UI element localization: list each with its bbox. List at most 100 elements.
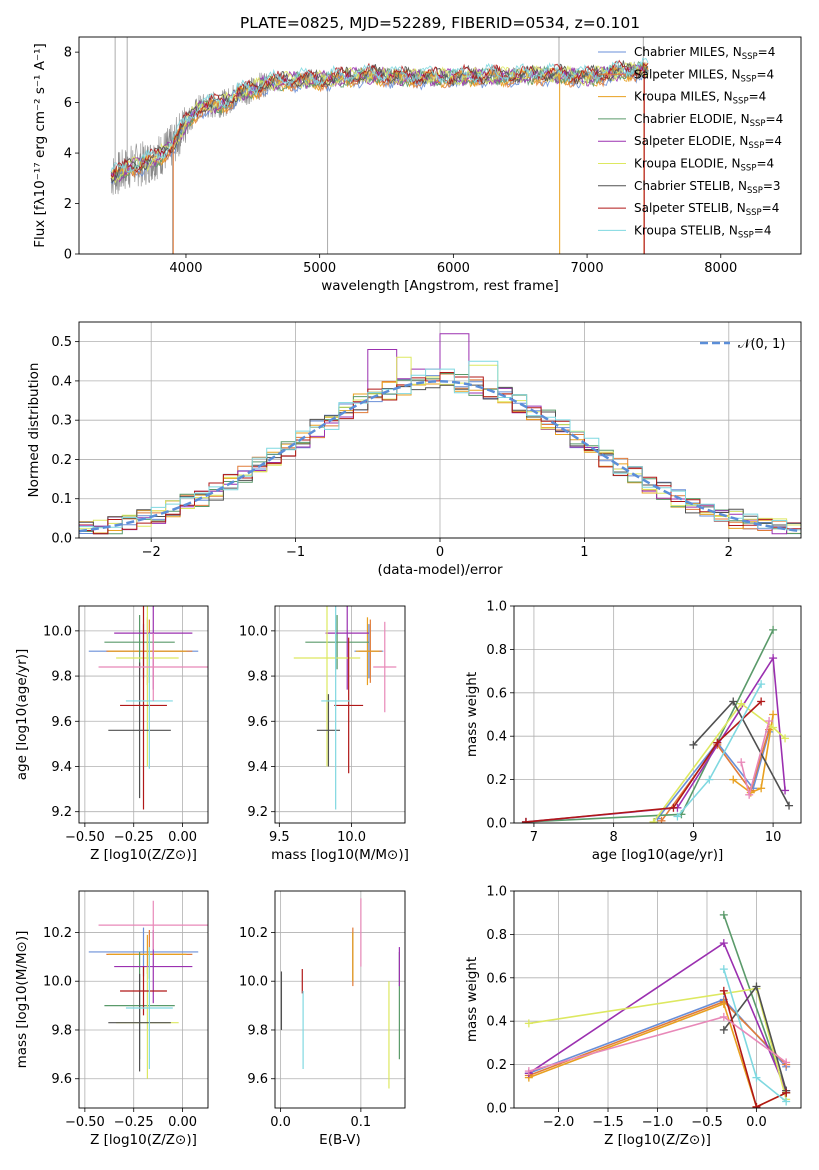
ytick-label: 9.8 bbox=[51, 1023, 72, 1038]
xtick-label: 10 bbox=[765, 830, 782, 845]
plus-marker bbox=[757, 697, 766, 706]
ytick-label: 0.8 bbox=[486, 928, 507, 943]
x-axis-label: Z [log10(Z/Z⊙)] bbox=[90, 847, 197, 863]
xtick-label: 0.0 bbox=[746, 1115, 767, 1130]
legend-label-tail: =4 bbox=[766, 112, 784, 126]
plus-marker bbox=[524, 1019, 533, 1028]
plus-marker bbox=[752, 1073, 761, 1082]
legend-label-tail: =4 bbox=[754, 223, 772, 237]
errorbar-point-kroupa-elodie bbox=[116, 606, 179, 767]
ytick-label: 0.5 bbox=[51, 335, 72, 350]
xtick-label: 10.0 bbox=[337, 830, 366, 845]
plus-marker bbox=[719, 1012, 728, 1021]
ytick-label: 2 bbox=[64, 197, 72, 212]
errorbar-point-salpeter-elodie bbox=[325, 606, 369, 690]
plot-area-mass-vs-EBV bbox=[280, 898, 400, 1089]
legend-label: Salpeter ELODIE, NSSP=4 bbox=[634, 134, 782, 151]
xtick-label: −1.0 bbox=[642, 1115, 674, 1130]
weight-line-kroupa-elodie bbox=[652, 702, 786, 823]
histogram-kroupa-stelib bbox=[79, 360, 801, 531]
plus-marker bbox=[521, 817, 530, 823]
plus-marker bbox=[769, 625, 778, 634]
ytick-label: 1.0 bbox=[486, 885, 507, 900]
ytick-label: 9.6 bbox=[51, 715, 72, 730]
legend-label-main: Chabrier MILES, N bbox=[634, 45, 742, 59]
weight-line-salpeter-stelib bbox=[525, 700, 762, 823]
x-axis-label: mass [log10(M/M⊙)] bbox=[271, 847, 409, 863]
xtick-label: 9.5 bbox=[269, 830, 290, 845]
errorbar-point-extra bbox=[98, 633, 208, 701]
plus-marker bbox=[524, 1067, 533, 1076]
ytick-label: 4 bbox=[64, 147, 72, 162]
legend-label-sub: SSP bbox=[747, 186, 763, 196]
errorbar-point-salpeter-stelib bbox=[334, 637, 364, 774]
ytick-label: 10.2 bbox=[239, 926, 268, 941]
plus-marker bbox=[752, 1102, 761, 1108]
plus-marker bbox=[713, 738, 722, 747]
errorbar-point-extra bbox=[373, 621, 397, 713]
ytick-label: 6 bbox=[64, 96, 72, 111]
plus-marker bbox=[719, 939, 728, 948]
x-axis-label: age [log10(age/yr)] bbox=[592, 847, 724, 863]
plus-marker bbox=[769, 654, 778, 663]
ytick-label: 9.8 bbox=[247, 670, 268, 685]
plus-marker bbox=[745, 790, 754, 799]
ytick-label: 0.6 bbox=[486, 686, 507, 701]
ytick-label: 9.4 bbox=[51, 760, 72, 775]
ytick-label: 0.8 bbox=[486, 643, 507, 658]
errorbar-point-kroupa-stelib bbox=[125, 947, 173, 1069]
legend-label-sub: SSP bbox=[738, 230, 754, 240]
errorbar-point-chabrier-elodie bbox=[104, 615, 175, 670]
ytick-label: 10.2 bbox=[43, 926, 72, 941]
plus-marker bbox=[765, 717, 774, 726]
legend-label: Chabrier MILES, NSSP=4 bbox=[634, 45, 775, 62]
plus-marker bbox=[729, 775, 738, 784]
plus-marker bbox=[737, 699, 746, 708]
y-axis-label: mass weight bbox=[464, 672, 480, 757]
errorbar-point-kroupa-stelib bbox=[125, 633, 173, 769]
ytick-label: 9.2 bbox=[247, 805, 268, 820]
axes-mass-vs-Z: −0.50 −0.25 0.00 9.6 9.8 10.0 10.2 Z [log10(Z/Z… bbox=[14, 890, 209, 1148]
ytick-label: 10.0 bbox=[43, 975, 72, 990]
legend-label-tail: =4 bbox=[758, 45, 776, 59]
plus-marker bbox=[785, 801, 794, 810]
ytick-label: 9.8 bbox=[247, 1023, 268, 1038]
xtick-label: 9 bbox=[689, 830, 697, 845]
plots-layer: 4000 5000 6000 7000 8000 0 2 4 6 8 wavelength [Ang… bbox=[14, 36, 802, 1148]
ytick-label: 0.0 bbox=[51, 532, 72, 547]
axes-age-vs-mass: 9.5 10.0 9.2 9.4 9.6 9.8 10.0 mass [log10(M/M⊙)… bbox=[239, 605, 409, 863]
axes-age-vs-Z: −0.50 −0.25 0.00 9.2 9.4 9.6 9.8 10.0 Z [log10(Z… bbox=[14, 605, 209, 863]
legend-label: Salpeter MILES, NSSP=4 bbox=[634, 67, 774, 84]
model-line-kroupa-stelib bbox=[110, 57, 649, 174]
xtick-label: 0.0 bbox=[270, 1115, 291, 1130]
figure-title: PLATE=0825, MJD=52289, FIBERID=0534, z=0… bbox=[240, 14, 640, 32]
errorbar-point-chabrier-stelib bbox=[108, 973, 171, 1072]
gaussian-curve bbox=[79, 380, 801, 533]
legend-label-tail: =4 bbox=[762, 201, 780, 215]
legend-label: Kroupa ELODIE, NSSP=4 bbox=[634, 157, 774, 174]
x-axis-label: Z [log10(Z/Z⊙)] bbox=[604, 1132, 711, 1148]
ytick-label: 0.0 bbox=[486, 1102, 507, 1117]
ytick-label: 1.0 bbox=[486, 600, 507, 615]
plot-area-weight-vs-Z bbox=[524, 910, 791, 1108]
legend-label-main: Kroupa STELIB, N bbox=[634, 223, 738, 237]
weight-line-salpeter-stelib bbox=[723, 990, 787, 1108]
plus-marker bbox=[669, 803, 678, 812]
ytick-label: 0.1 bbox=[51, 492, 72, 507]
axes-frame bbox=[513, 605, 802, 824]
xtick-label: 7000 bbox=[571, 261, 604, 276]
xtick-label: 8000 bbox=[704, 261, 737, 276]
xtick-label: −2 bbox=[142, 545, 161, 560]
legend-label-sub: SSP bbox=[741, 164, 757, 174]
legend-label-main: Kroupa ELODIE, N bbox=[634, 157, 741, 171]
axes-frame bbox=[78, 36, 802, 255]
plus-marker bbox=[689, 740, 698, 749]
plus-marker bbox=[781, 786, 790, 795]
legend-label-tail: =4 bbox=[764, 134, 782, 148]
axes-frame bbox=[513, 890, 802, 1109]
xtick-label: −0.25 bbox=[114, 830, 154, 845]
plus-marker bbox=[673, 812, 682, 821]
ytick-label: 0 bbox=[64, 248, 72, 263]
y-axis-label: mass weight bbox=[464, 957, 480, 1042]
